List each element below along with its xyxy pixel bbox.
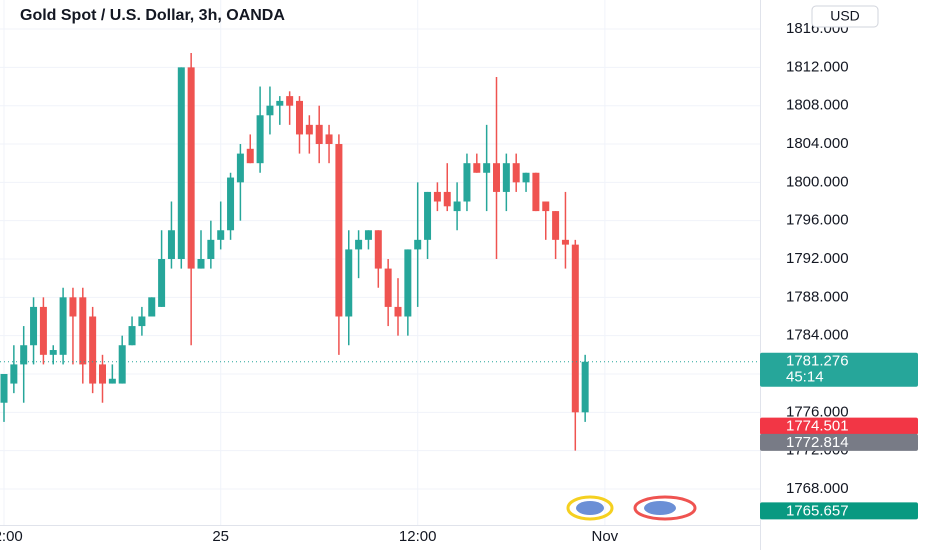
candle-body xyxy=(374,230,382,269)
candle-body xyxy=(0,373,8,403)
x-tick-label: 12:00 xyxy=(0,528,23,545)
y-tick-label: 1804.000 xyxy=(786,135,849,152)
candle-body xyxy=(424,191,432,240)
candle-body xyxy=(69,297,77,317)
candle-body xyxy=(118,345,126,384)
candle-body xyxy=(20,345,28,365)
candle-body xyxy=(532,172,540,212)
candle-body xyxy=(512,163,520,183)
candle-body xyxy=(493,163,500,192)
candle-body xyxy=(177,67,185,260)
x-tick-label: 25 xyxy=(212,528,229,545)
currency-button[interactable] xyxy=(811,5,879,28)
y-tick-label: 1792.000 xyxy=(786,250,849,267)
y-tick-label: 1808.000 xyxy=(786,97,849,114)
candle-body xyxy=(502,163,510,192)
candle-body xyxy=(581,361,589,413)
price-badge-label: 1774.501 xyxy=(786,418,849,435)
candle-body xyxy=(276,100,284,106)
candle-body xyxy=(355,239,363,250)
price-badge xyxy=(760,502,918,520)
y-tick-label: 1812.000 xyxy=(786,58,849,75)
candle-body xyxy=(394,306,402,317)
event-icon[interactable] xyxy=(633,495,697,521)
candle-body xyxy=(483,163,491,173)
candle-body xyxy=(305,124,313,135)
candle-body xyxy=(384,268,392,307)
candle-body xyxy=(443,191,451,207)
y-tick-label: 1784.000 xyxy=(786,327,849,344)
candle-body xyxy=(522,172,530,183)
y-tick-label: 1776.000 xyxy=(786,403,849,420)
candle-body xyxy=(49,350,57,355)
candle-body xyxy=(414,239,422,250)
candle-body xyxy=(433,191,441,202)
candles xyxy=(0,52,589,451)
price-badge xyxy=(760,433,918,451)
candle-body xyxy=(286,96,294,106)
event-icons xyxy=(566,495,697,521)
candle-body xyxy=(542,201,550,212)
candle-body xyxy=(364,230,372,240)
currency-label[interactable]: USD xyxy=(830,8,860,24)
candle-body xyxy=(227,177,235,231)
x-tick-label: 12:00 xyxy=(399,528,437,545)
candle-body xyxy=(256,115,264,164)
candle-body xyxy=(315,124,323,145)
price-badge-label: 1781.276 xyxy=(786,353,849,370)
candle-body xyxy=(128,326,136,346)
flag xyxy=(576,501,604,515)
candle-body xyxy=(335,144,343,317)
candle-body xyxy=(552,211,560,240)
candle-body xyxy=(571,244,579,413)
y-tick-label: 1788.000 xyxy=(786,288,849,305)
candle-body xyxy=(453,201,461,212)
candle-body xyxy=(217,230,225,240)
candle-body xyxy=(89,316,97,384)
countdown: 45:14 xyxy=(786,369,824,386)
candle-body xyxy=(187,67,195,269)
candle-body xyxy=(207,239,215,260)
candle-body xyxy=(108,378,116,384)
y-tick-label: 1796.000 xyxy=(786,212,849,229)
candle-body xyxy=(79,297,87,365)
candle-body xyxy=(266,105,274,116)
candle-body xyxy=(148,297,156,317)
flag xyxy=(644,501,676,515)
candle-body xyxy=(197,259,205,269)
candle-body xyxy=(463,163,471,202)
chart-title: Gold Spot / U.S. Dollar, 3h, OANDA xyxy=(20,7,285,24)
candle-body xyxy=(325,134,333,145)
x-tick-label: Nov xyxy=(592,528,619,545)
candle-body xyxy=(39,306,47,355)
price-badge-label: 1765.657 xyxy=(786,502,849,519)
candle-body xyxy=(345,249,353,317)
price-badge xyxy=(760,417,918,435)
candle-body xyxy=(167,230,175,260)
event-icon[interactable] xyxy=(566,495,614,521)
y-tick-label: 1768.000 xyxy=(786,480,849,497)
candle-body xyxy=(30,306,38,346)
candle-body xyxy=(99,364,106,384)
candle-body xyxy=(59,297,67,355)
candle-body xyxy=(561,239,569,245)
candle-body xyxy=(236,153,244,183)
candle-body xyxy=(473,163,481,173)
candle-body xyxy=(138,316,146,327)
y-tick-label: 1800.000 xyxy=(786,173,849,190)
candle-body xyxy=(296,100,303,135)
candle-body xyxy=(404,249,412,317)
candle-body xyxy=(158,259,166,307)
price-badge-label: 1772.814 xyxy=(786,434,849,451)
candle-body xyxy=(246,148,254,164)
candle-body xyxy=(10,364,18,384)
price-badge xyxy=(760,352,918,387)
